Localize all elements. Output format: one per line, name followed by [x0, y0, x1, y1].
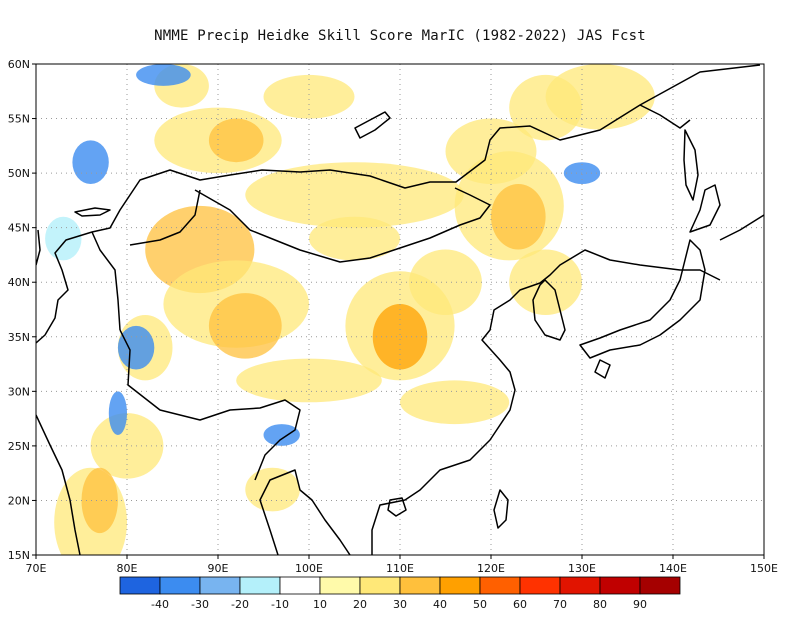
colorbar-swatch	[599, 576, 641, 595]
lon-tick-label: 100E	[295, 562, 323, 575]
colorbar-swatch	[279, 576, 321, 595]
lon-tick-label: 120E	[477, 562, 505, 575]
positive-skill-area	[409, 249, 482, 315]
positive-skill-area	[372, 304, 428, 370]
colorbar-swatch	[559, 576, 601, 595]
taiwan-island	[493, 489, 509, 529]
west-coast-edge	[36, 229, 41, 266]
negative-skill-area	[108, 391, 127, 435]
colorbar-swatch	[359, 576, 401, 595]
colorbar-swatch	[439, 576, 481, 595]
colorbar-label: 30	[393, 598, 407, 611]
lat-tick-label: 20N	[8, 494, 30, 507]
negative-skill-area	[45, 216, 82, 261]
colorbar-label: -20	[231, 598, 249, 611]
colorbar-label: 90	[633, 598, 647, 611]
positive-skill-area	[81, 467, 118, 534]
korea-peninsula	[532, 279, 566, 341]
negative-skill-area	[263, 424, 300, 446]
sakhalin-island	[683, 129, 699, 201]
china-west-border	[91, 189, 201, 331]
colorbar-swatch	[119, 576, 161, 595]
lon-tick-label: 90E	[208, 562, 229, 575]
colorbar-swatch	[639, 576, 681, 595]
positive-skill-area	[263, 74, 355, 119]
lat-tick-label: 25N	[8, 440, 30, 453]
map-title: NMME Precip Heidke Skill Score MarIC (19…	[154, 28, 646, 44]
india-border	[119, 329, 301, 481]
negative-skill-area	[72, 140, 109, 185]
positive-skill-area	[245, 162, 464, 228]
colorbar-swatch	[479, 576, 521, 595]
colorbar-label: 10	[313, 598, 327, 611]
lon-tick-label: 150E	[750, 562, 778, 575]
kamchatka-coast	[719, 214, 764, 241]
lake-baikal	[354, 111, 391, 139]
lat-tick-label: 45N	[8, 222, 30, 235]
colorbar-swatch	[159, 576, 201, 595]
colorbar-label: 50	[473, 598, 487, 611]
colorbar-swatch	[519, 576, 561, 595]
lon-tick-label: 110E	[386, 562, 414, 575]
lat-tick-label: 35N	[8, 331, 30, 344]
positive-skill-area	[445, 118, 537, 185]
lake-balkhash	[74, 207, 111, 217]
lat-tick-label: 15N	[8, 549, 30, 562]
positive-skill-area	[309, 216, 400, 261]
colorbar-swatch	[319, 576, 361, 595]
lon-tick-label: 130E	[568, 562, 596, 575]
colorbar-label: -10	[271, 598, 289, 611]
lon-tick-label: 70E	[26, 562, 47, 575]
positive-skill-area	[509, 249, 582, 315]
lat-tick-label: 30N	[8, 385, 30, 398]
colorbar-label: 20	[353, 598, 367, 611]
positive-skill-area	[400, 380, 510, 425]
negative-skill-area	[117, 325, 155, 370]
mongolia-border	[194, 187, 491, 263]
graticule	[36, 64, 764, 555]
positive-skill-area	[208, 293, 282, 359]
colorbar-label: -30	[191, 598, 209, 611]
colorbar: -40 -30 -20 -10 10 20 30 40 50 60 70 80 90	[119, 576, 681, 611]
colorbar-label: 70	[553, 598, 567, 611]
positive-skill-area	[509, 74, 582, 141]
okhotsk-coast	[639, 104, 691, 129]
positive-skill-area	[236, 358, 382, 403]
colorbar-label: -40	[151, 598, 169, 611]
colorbar-swatch	[399, 576, 441, 595]
lat-tick-label: 60N	[8, 58, 30, 71]
asia-coastline	[36, 64, 761, 555]
colorbar-label: 60	[513, 598, 527, 611]
lat-tick-label: 50N	[8, 167, 30, 180]
axis-ticks: 70E 80E 90E 100E 110E 120E 130E 140E 150E 15N 20N 2…	[8, 58, 778, 575]
negative-skill-area	[136, 64, 191, 86]
colorbar-label: 40	[433, 598, 447, 611]
colorbar-swatch	[199, 576, 241, 595]
hainan-island	[387, 497, 407, 517]
skill-score-field	[36, 64, 655, 555]
lat-tick-label: 40N	[8, 276, 30, 289]
japan-islands	[579, 184, 721, 379]
lon-tick-label: 140E	[659, 562, 687, 575]
coastlines-and-borders	[36, 64, 764, 555]
lon-tick-label: 80E	[117, 562, 138, 575]
positive-skill-area	[491, 184, 546, 250]
colorbar-label: 80	[593, 598, 607, 611]
positive-skill-area	[208, 118, 264, 163]
positive-skill-area	[245, 467, 300, 512]
lat-tick-label: 55N	[8, 113, 30, 126]
colorbar-swatch	[239, 576, 281, 595]
